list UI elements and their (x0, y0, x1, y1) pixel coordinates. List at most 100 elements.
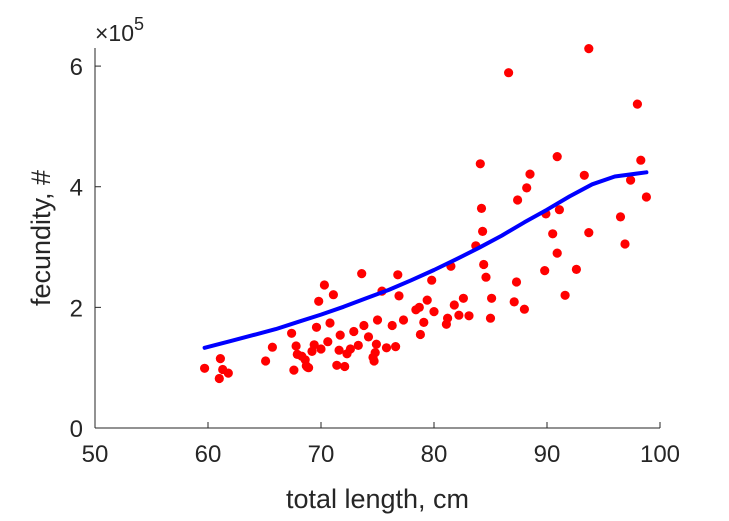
data-point (584, 44, 594, 54)
data-point (215, 354, 225, 364)
axes: 50 60 70 80 90 100 0 2 4 6 (70, 48, 680, 468)
data-point (309, 340, 319, 350)
data-point (261, 356, 271, 366)
data-point (519, 304, 530, 314)
data-point (571, 264, 582, 274)
data-point (267, 342, 277, 352)
data-point (560, 290, 570, 300)
data-point (200, 363, 210, 373)
data-point (485, 313, 496, 323)
y-multiplier-exponent: 5 (134, 14, 144, 34)
y-axis-label: fecundity, # (26, 170, 56, 306)
data-point (370, 348, 380, 358)
y-multiplier-prefix: ×10 (95, 20, 134, 46)
x-tick-label: 100 (640, 441, 680, 468)
data-point (478, 226, 488, 236)
data-point (393, 270, 403, 280)
data-point (579, 170, 589, 180)
data-point (427, 275, 437, 285)
data-point (525, 169, 535, 179)
data-point (475, 159, 485, 169)
data-point (287, 328, 297, 338)
data-point (636, 155, 646, 165)
data-point (381, 343, 392, 353)
x-tick-label: 50 (82, 441, 109, 468)
data-point (454, 310, 464, 320)
data-point (363, 332, 374, 342)
data-point (214, 373, 224, 384)
data-point (487, 293, 497, 303)
data-point (394, 291, 404, 301)
x-tick-label: 60 (195, 441, 222, 468)
data-point (371, 339, 381, 349)
data-point (552, 248, 562, 258)
data-point (511, 277, 522, 287)
data-point (476, 203, 487, 213)
data-point (359, 320, 369, 331)
data-point (349, 326, 359, 337)
data-point (304, 363, 314, 373)
data-point (481, 272, 491, 282)
x-tick-label: 90 (534, 441, 561, 468)
data-point (332, 360, 342, 370)
data-point (641, 192, 652, 202)
data-point (626, 175, 636, 185)
data-point (328, 290, 338, 300)
data-point (620, 239, 630, 249)
data-point (414, 302, 424, 312)
data-point (548, 229, 558, 239)
data-point (311, 322, 322, 332)
data-point (513, 195, 523, 205)
data-point (554, 205, 565, 215)
data-point (316, 344, 326, 354)
data-point (391, 342, 401, 352)
data-point (429, 307, 439, 317)
y-tick-label: 6 (70, 54, 83, 81)
data-point (504, 68, 514, 78)
data-point (334, 345, 344, 355)
data-point (422, 295, 432, 305)
data-point (615, 212, 626, 222)
data-point (291, 341, 301, 351)
data-point (335, 330, 345, 340)
data-point (479, 259, 489, 270)
plot-layer (200, 44, 652, 384)
data-point (369, 356, 379, 366)
data-point (419, 317, 429, 327)
y-tick-label: 4 (70, 175, 83, 202)
data-point (509, 297, 519, 307)
data-point (289, 365, 299, 375)
data-point (357, 269, 367, 279)
data-point (319, 280, 329, 290)
y-multiplier-label: ×105 (95, 14, 144, 46)
data-point (464, 311, 474, 321)
data-point (632, 99, 643, 109)
fit-line (202, 170, 649, 350)
data-point (314, 296, 324, 306)
data-point (552, 152, 562, 162)
data-point (398, 315, 409, 325)
x-axis-label: total length, cm (286, 484, 469, 514)
data-point (353, 340, 363, 350)
y-ticks: 0 2 4 6 (70, 54, 101, 443)
data-point (458, 293, 468, 303)
data-point (522, 183, 532, 193)
y-tick-label: 2 (70, 295, 83, 322)
x-tick-label: 70 (308, 441, 335, 468)
data-point (345, 344, 355, 354)
data-point (372, 315, 383, 325)
data-point (540, 266, 550, 276)
data-point (443, 313, 453, 323)
data-point (415, 329, 425, 340)
data-point (223, 368, 233, 378)
data-point (325, 318, 335, 328)
data-point (323, 337, 333, 347)
data-point (340, 361, 350, 372)
data-point (584, 228, 594, 238)
data-point (387, 320, 397, 331)
x-ticks: 50 60 70 80 90 100 (82, 422, 680, 468)
x-tick-label: 80 (421, 441, 448, 468)
data-point (449, 300, 459, 310)
y-tick-label: 0 (70, 416, 83, 443)
